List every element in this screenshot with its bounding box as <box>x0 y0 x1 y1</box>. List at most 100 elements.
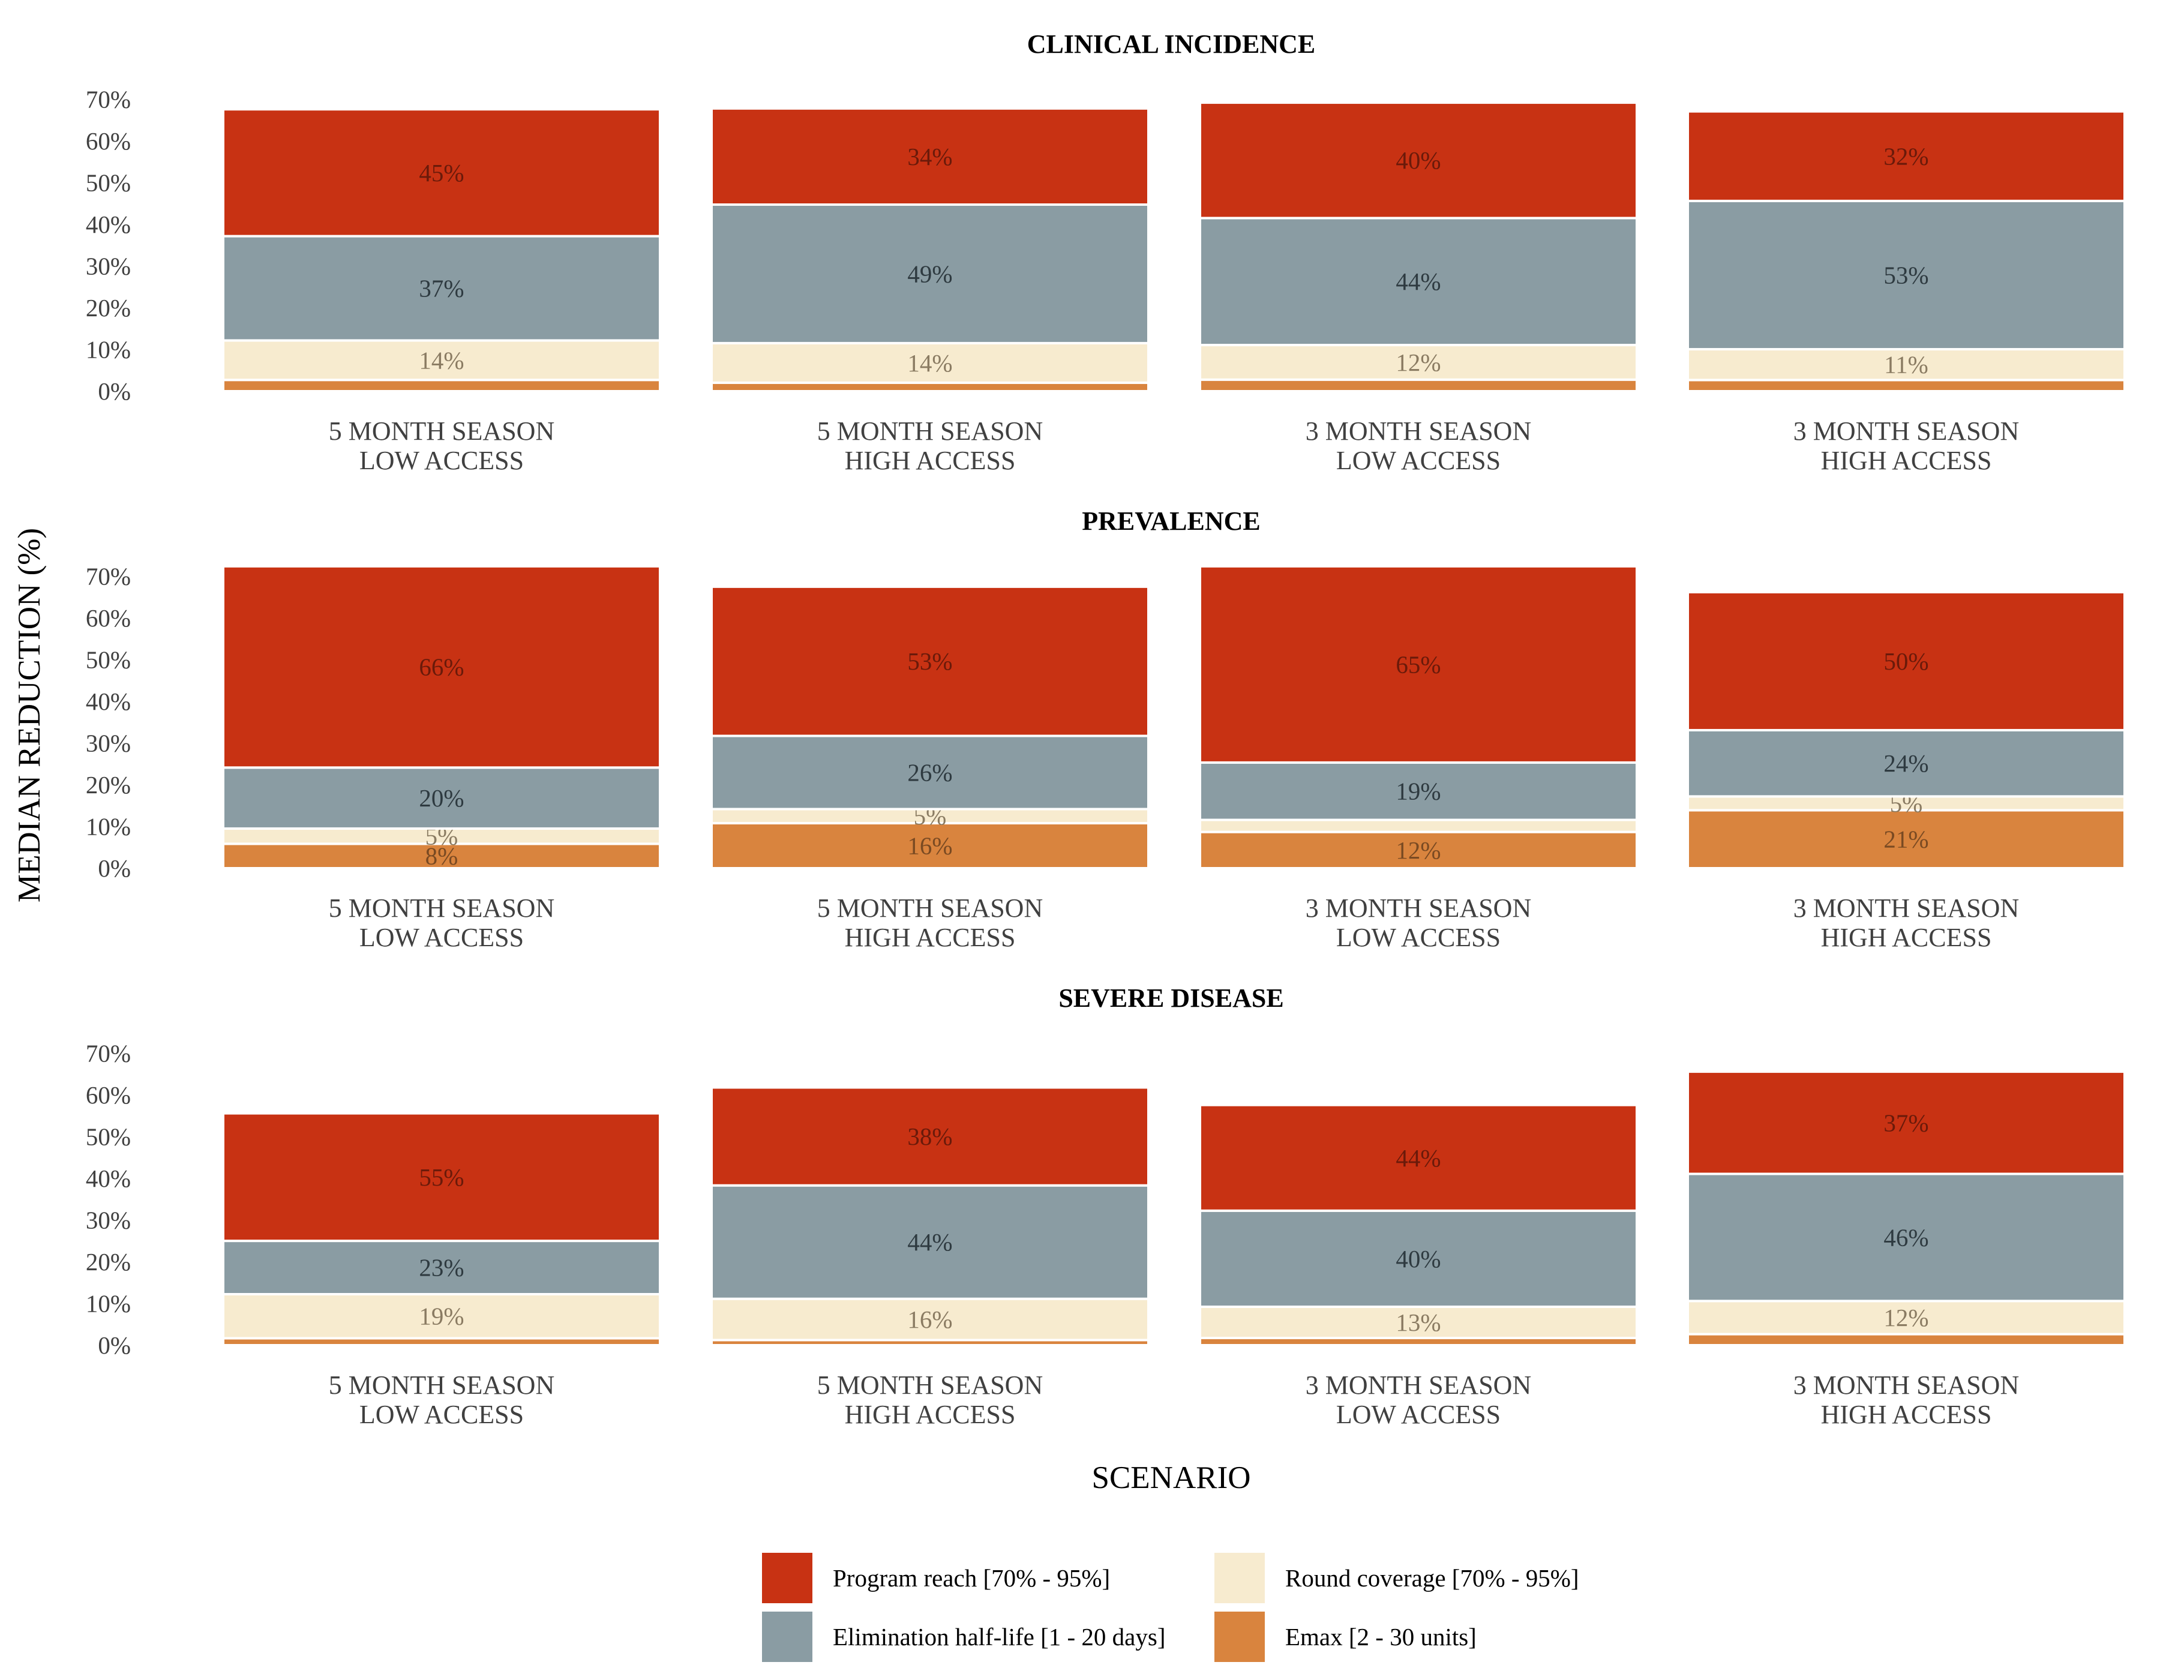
bar-segment-halflife <box>1199 217 1638 347</box>
x-tick-label: 3 MONTH SEASON <box>1306 893 1531 923</box>
data-label-emax: 16% <box>907 832 952 859</box>
bar-segment-halflife <box>710 203 1150 344</box>
y-tick-label: 40% <box>86 1165 131 1192</box>
data-label-emax: 12% <box>1396 836 1441 864</box>
data-label-halflife: 46% <box>1883 1223 1928 1251</box>
y-tick-label: 30% <box>86 1207 131 1234</box>
data-label-round: 19% <box>419 1303 464 1330</box>
bar-segment-round <box>1199 344 1638 381</box>
bar-segment-round <box>1199 1305 1638 1339</box>
legend-label-emax: Emax [2 - 30 units] <box>1285 1623 1477 1651</box>
x-tick-label: 3 MONTH SEASON <box>1793 893 2019 923</box>
data-label-reach: 40% <box>1396 146 1441 174</box>
data-label-reach: 53% <box>907 647 952 675</box>
bar-segment-halflife <box>1199 761 1638 821</box>
y-tick-label: 70% <box>86 563 131 590</box>
data-label-round: 13% <box>1396 1309 1441 1336</box>
bar-segment-halflife <box>222 235 661 342</box>
data-label-round: 12% <box>1396 349 1441 376</box>
y-tick-label: 40% <box>86 211 131 238</box>
data-label-round: 14% <box>419 346 464 374</box>
x-tick-label: LOW ACCESS <box>359 923 524 952</box>
bar-segment-emax <box>710 381 1150 393</box>
chart-panels: CLINICAL INCIDENCE 0% 10% 20% 30% 40% 50% 60% 70… <box>86 29 2126 1429</box>
panel-title: SEVERE DISEASE <box>1058 983 1283 1013</box>
panel-title: PREVALENCE <box>1082 506 1260 536</box>
data-label-halflife: 40% <box>1396 1245 1441 1273</box>
x-tick-label: 3 MONTH SEASON <box>1793 416 2019 446</box>
bar-segment-halflife <box>1199 1209 1638 1308</box>
y-tick-label: 70% <box>86 86 131 113</box>
bar-segment-reach <box>1687 110 2126 202</box>
bar-segment-reach <box>710 1086 1150 1187</box>
data-label-round: 14% <box>907 349 952 377</box>
y-tick-label: 30% <box>86 253 131 280</box>
data-label-emax: 8% <box>425 842 458 870</box>
data-label-reach: 34% <box>907 143 952 170</box>
data-label-halflife: 44% <box>907 1228 952 1256</box>
data-label-reach: 50% <box>1883 647 1928 675</box>
y-tick-label: 10% <box>86 336 131 364</box>
x-tick-label: LOW ACCESS <box>359 446 524 475</box>
legend-label-round: Round coverage [70% - 95%] <box>1285 1564 1579 1592</box>
y-tick-label: 50% <box>86 169 131 197</box>
x-tick-label: LOW ACCESS <box>359 1400 524 1429</box>
x-tick-label: HIGH ACCESS <box>845 446 1016 475</box>
bar-segment-halflife <box>710 1184 1150 1300</box>
bar-segment-reach <box>222 565 661 769</box>
x-tick-label: LOW ACCESS <box>1336 923 1501 952</box>
panel-title: CLINICAL INCIDENCE <box>1027 29 1315 59</box>
legend-item-round: Round coverage [70% - 95%] <box>1214 1553 1579 1603</box>
legend-item-halflife: Elimination half-life [1 - 20 days] <box>762 1612 1165 1662</box>
legend-swatch-reach <box>762 1553 812 1603</box>
bar-segment-emax <box>1687 809 2126 869</box>
bar-segment-reach <box>710 107 1150 206</box>
data-label-reach: 37% <box>1883 1109 1928 1136</box>
data-label-reach: 44% <box>1396 1144 1441 1172</box>
bar-segment-halflife <box>1687 1172 2126 1303</box>
y-tick-label: 10% <box>86 813 131 841</box>
y-tick-label: 60% <box>86 604 131 632</box>
data-label-halflife: 44% <box>1396 268 1441 295</box>
x-axis-title: SCENARIO <box>1091 1460 1250 1495</box>
bar-segment-round <box>222 339 661 382</box>
bar-segment-round <box>1687 348 2126 382</box>
data-label-emax: 21% <box>1883 826 1928 853</box>
y-tick-label: 50% <box>86 646 131 674</box>
data-label-reach: 55% <box>419 1163 464 1191</box>
data-label-halflife: 37% <box>419 275 464 302</box>
bar-segment-emax <box>1687 379 2126 392</box>
y-tick-label: 0% <box>98 1331 131 1359</box>
data-label-halflife: 24% <box>1883 749 1928 777</box>
y-tick-label: 20% <box>86 1248 131 1276</box>
bar-segment-halflife <box>222 1240 661 1295</box>
bar-segment-round <box>1199 818 1638 833</box>
legend-label-halflife: Elimination half-life [1 - 20 days] <box>833 1623 1165 1651</box>
x-tick-label: LOW ACCESS <box>1336 446 1501 475</box>
bar-segment-reach <box>1687 1070 2126 1175</box>
x-tick-label: HIGH ACCESS <box>1821 923 1992 952</box>
data-label-reach: 38% <box>907 1123 952 1150</box>
bar-segment-emax <box>1199 378 1638 392</box>
bar-segment-emax <box>222 842 661 869</box>
bar-segment-emax <box>1687 1333 2126 1347</box>
bar-segment-reach <box>1687 590 2126 731</box>
y-tick-label: 50% <box>86 1123 131 1151</box>
bar-segment-halflife <box>1687 199 2126 351</box>
data-label-halflife: 53% <box>1883 261 1928 289</box>
legend-item-emax: Emax [2 - 30 units] <box>1214 1612 1477 1662</box>
data-label-reach: 66% <box>419 653 464 681</box>
y-tick-label: 40% <box>86 688 131 715</box>
legend-item-reach: Program reach [70% - 95%] <box>762 1553 1110 1603</box>
bar-segment-halflife <box>710 734 1150 811</box>
legend-swatch-round <box>1214 1553 1265 1603</box>
legend-label-reach: Program reach [70% - 95%] <box>833 1564 1110 1592</box>
data-label-halflife: 23% <box>419 1254 464 1282</box>
bar-segment-reach <box>1199 101 1638 220</box>
bar-segment-reach <box>222 108 661 238</box>
data-label-halflife: 49% <box>907 260 952 287</box>
bar-segment-round <box>222 1292 661 1340</box>
panel-clinical-incidence: CLINICAL INCIDENCE 0% 10% 20% 30% 40% 50% 60% 70… <box>86 29 2126 475</box>
x-tick-label: 5 MONTH SEASON <box>817 893 1043 923</box>
